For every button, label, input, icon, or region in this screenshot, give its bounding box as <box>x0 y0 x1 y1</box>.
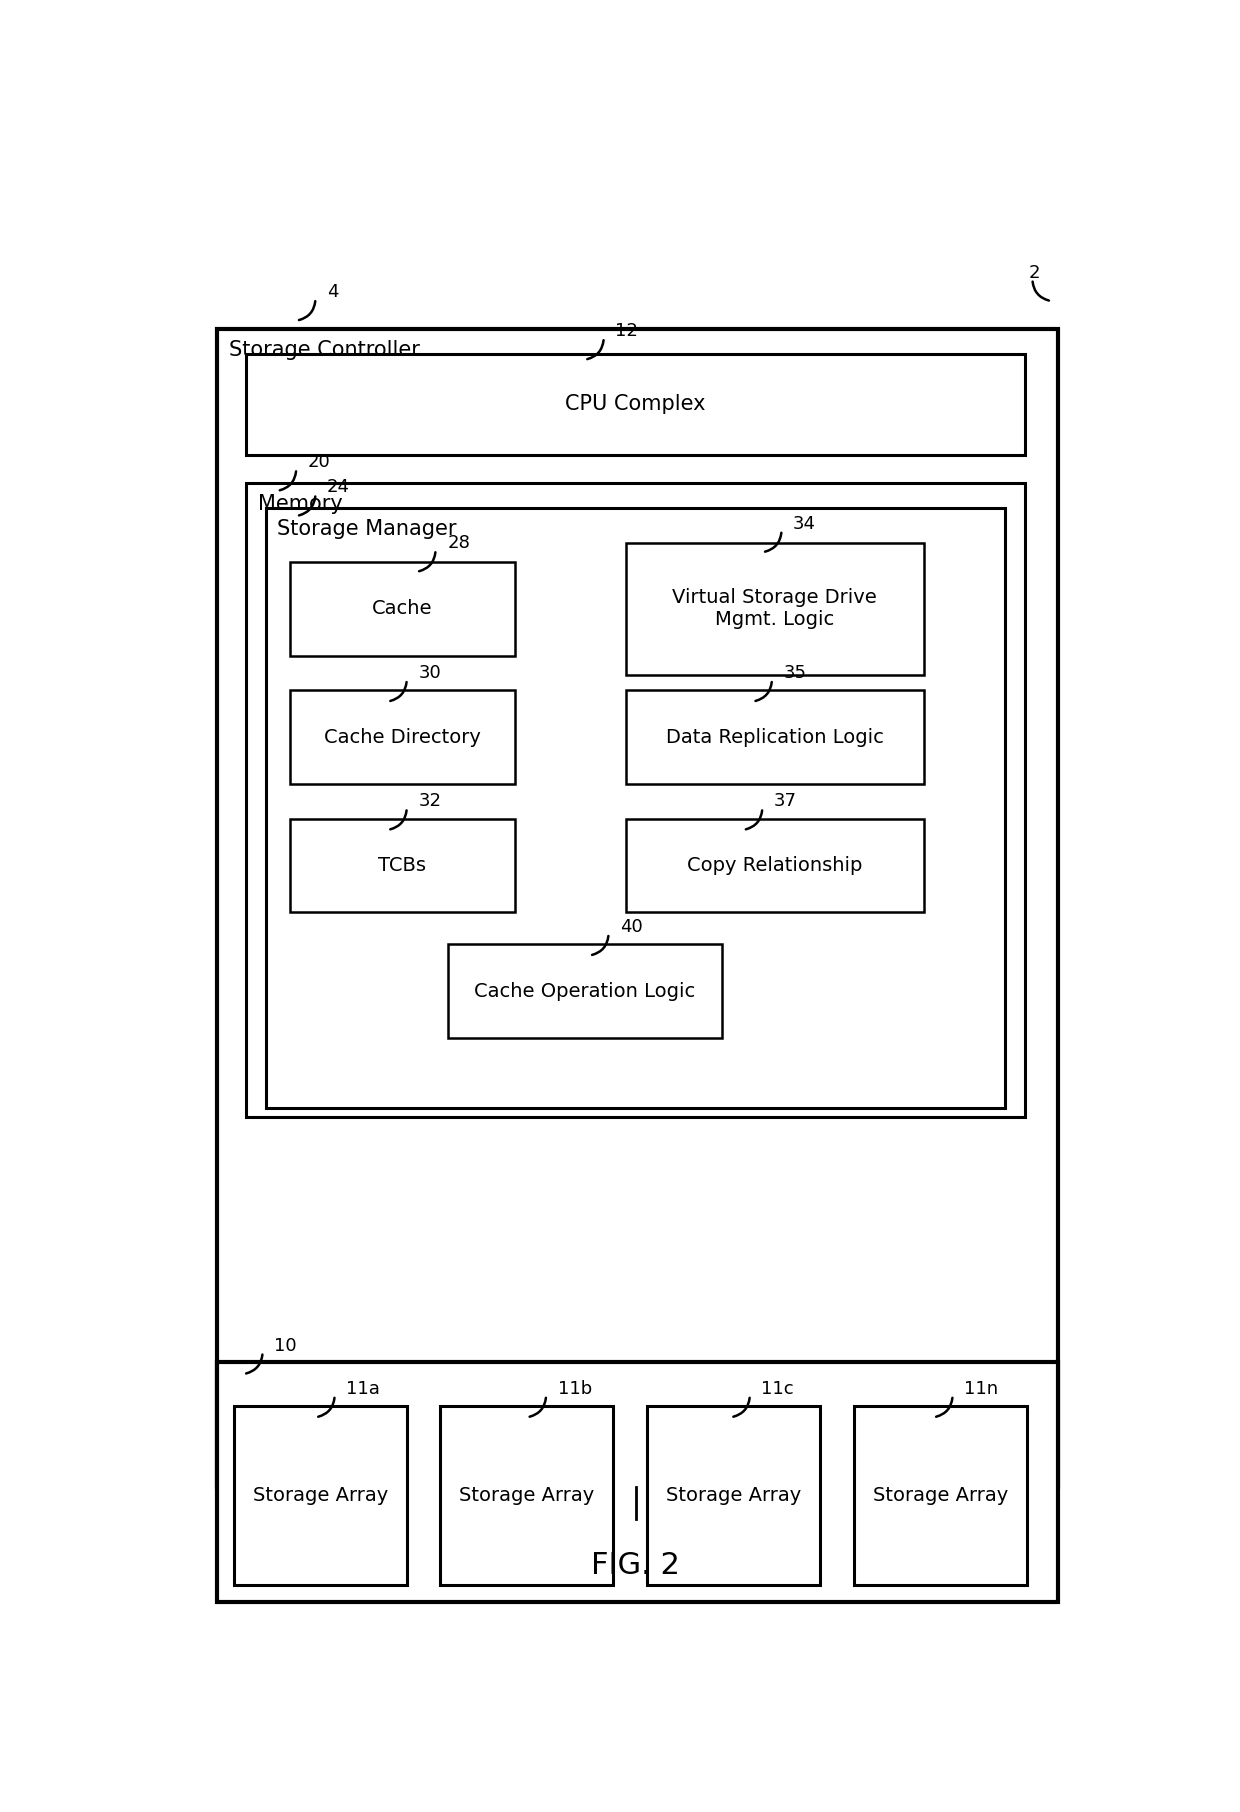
Text: Virtual Storage Drive
Mgmt. Logic: Virtual Storage Drive Mgmt. Logic <box>672 589 877 629</box>
Text: 30: 30 <box>418 663 441 681</box>
Bar <box>290 690 516 785</box>
Bar <box>626 690 924 785</box>
Text: 34: 34 <box>794 515 816 533</box>
Bar <box>217 330 1058 1488</box>
Text: Storage Array: Storage Array <box>666 1486 801 1506</box>
Text: 37: 37 <box>774 792 797 810</box>
Text: 2: 2 <box>1028 263 1040 281</box>
Bar <box>247 353 1024 455</box>
Text: 12: 12 <box>615 323 639 341</box>
Bar <box>234 1406 407 1586</box>
Text: Cache: Cache <box>372 600 433 618</box>
Bar <box>440 1406 614 1586</box>
Bar <box>853 1406 1027 1586</box>
Text: 32: 32 <box>418 792 441 810</box>
Text: Copy Relationship: Copy Relationship <box>687 855 863 875</box>
Text: FIG. 2: FIG. 2 <box>591 1551 680 1580</box>
Text: Memory: Memory <box>258 493 342 513</box>
Bar <box>217 1361 1058 1602</box>
Bar <box>247 482 1024 1118</box>
Text: 11c: 11c <box>761 1379 794 1397</box>
Text: Storage Array: Storage Array <box>253 1486 388 1506</box>
Bar <box>626 542 924 676</box>
Text: CPU Complex: CPU Complex <box>565 395 706 415</box>
Text: 24: 24 <box>327 478 350 496</box>
Text: 11a: 11a <box>346 1379 381 1397</box>
Text: 10: 10 <box>274 1337 296 1355</box>
Text: Cache Operation Logic: Cache Operation Logic <box>475 982 696 1000</box>
Bar <box>626 819 924 911</box>
Bar <box>290 562 516 656</box>
Text: 4: 4 <box>327 283 339 301</box>
Text: Storage Manager: Storage Manager <box>277 518 456 538</box>
Text: 35: 35 <box>784 663 806 681</box>
Text: Cache Directory: Cache Directory <box>324 728 481 747</box>
Text: 28: 28 <box>448 535 470 553</box>
Bar <box>290 819 516 911</box>
Text: 11n: 11n <box>965 1379 998 1397</box>
Text: 11b: 11b <box>558 1379 591 1397</box>
Bar <box>647 1406 820 1586</box>
Text: Storage Controller: Storage Controller <box>229 341 420 361</box>
Text: 40: 40 <box>620 919 642 937</box>
Text: Storage Array: Storage Array <box>873 1486 1008 1506</box>
Text: 20: 20 <box>308 453 331 471</box>
Text: Storage Array: Storage Array <box>459 1486 594 1506</box>
Bar <box>265 507 1006 1107</box>
Bar <box>448 944 722 1038</box>
Text: Data Replication Logic: Data Replication Logic <box>666 728 884 747</box>
Text: TCBs: TCBs <box>378 855 427 875</box>
